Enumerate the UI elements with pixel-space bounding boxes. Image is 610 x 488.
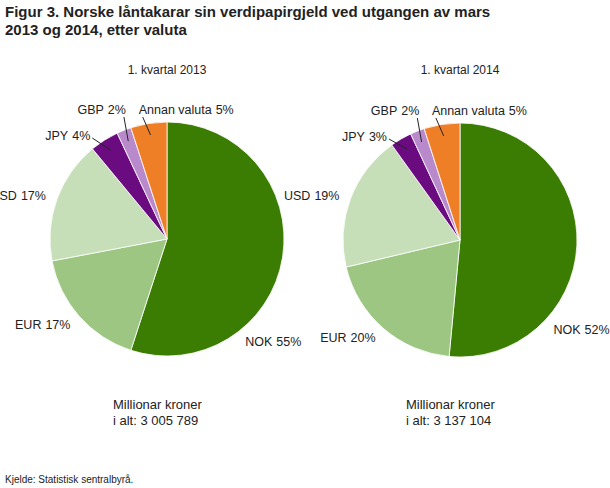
data-label-category: JPY: [342, 130, 366, 144]
data-label-value: 5%: [509, 104, 527, 118]
data-label: Annan valuta 5%: [432, 104, 527, 118]
leader-line: [417, 118, 421, 142]
pie-chart: 1. kvartal 2013 NOK55% EUR 17% USD 17% JPY4% GB…: [0, 63, 301, 428]
data-label-category: NOK: [245, 335, 273, 349]
data-label-value: 5%: [216, 103, 234, 117]
subtitle: 1. kvartal 2014: [421, 63, 500, 77]
data-label-category: Annan valuta: [432, 104, 505, 118]
slices: [343, 123, 577, 357]
data-label-category: USD: [0, 189, 17, 203]
data-labels: NOK 52% EUR 20% USD 19% JPY3% GBP 2% Annan valuta…: [284, 104, 610, 345]
data-label: USD 19%: [284, 189, 339, 203]
leader-line: [436, 118, 444, 136]
data-label-category: Annan valuta: [139, 103, 212, 117]
leader-line: [92, 138, 110, 150]
data-label: NOK 52%: [553, 323, 609, 337]
source: Kjelde: Statistisk sentralbyrå.: [5, 474, 133, 485]
data-label-value: 17%: [21, 189, 46, 203]
pie-slice: [131, 122, 167, 239]
data-label-category: GBP: [371, 104, 397, 118]
pie-slice: [424, 123, 460, 240]
data-label: JPY3%: [342, 130, 387, 144]
data-label-category: EUR: [320, 331, 346, 345]
data-label-value: 19%: [314, 189, 339, 203]
leader-line: [143, 117, 151, 135]
data-label: GBP 2%: [371, 104, 419, 118]
title: Figur 3. Norske låntakarar sin verdipapi…: [5, 3, 490, 38]
pie-chart: 1. kvartal 2014 NOK 52% EUR 20% USD 19% JPY3% GB…: [284, 63, 610, 428]
title-line: 2013 og 2014, etter valuta: [5, 21, 187, 38]
data-label-category: JPY: [45, 129, 69, 143]
annotation: Millionar kroner: [113, 397, 203, 412]
data-label-value: 52%: [585, 323, 610, 337]
data-label: EUR 20%: [320, 331, 375, 345]
data-label-value: 2%: [401, 104, 419, 118]
chart-root: Figur 3. Norske låntakarar sin verdipapi…: [0, 0, 610, 488]
data-label-value: 17%: [45, 318, 70, 332]
data-label-value: 20%: [351, 331, 376, 345]
data-label-category: USD: [284, 189, 310, 203]
subtitle: 1. kvartal 2013: [128, 63, 207, 77]
data-label-value: 55%: [276, 335, 301, 349]
data-label-category: GBP: [77, 103, 103, 117]
annotation: Millionar kroner: [406, 397, 496, 412]
slices: [50, 122, 284, 356]
data-label: USD 17%: [0, 189, 46, 203]
data-label-category: EUR: [15, 318, 41, 332]
data-labels: NOK55% EUR 17% USD 17% JPY4% GBP 2% Annan valuta…: [0, 103, 301, 349]
title-line: Figur 3. Norske låntakarar sin verdipapi…: [5, 3, 490, 20]
data-label: JPY4%: [45, 129, 90, 143]
annotation: i alt: 3 005 789: [113, 413, 198, 428]
data-label: Annan valuta 5%: [139, 103, 234, 117]
data-label: GBP 2%: [77, 103, 125, 117]
data-label-value: 4%: [72, 129, 90, 143]
data-label: NOK55%: [245, 335, 301, 349]
data-label-value: 2%: [108, 103, 126, 117]
leader-line: [389, 139, 407, 149]
data-label: EUR 17%: [15, 318, 70, 332]
data-label-value: 3%: [369, 130, 387, 144]
data-label-category: NOK: [553, 323, 581, 337]
leader-line: [124, 117, 128, 141]
annotation: i alt: 3 137 104: [406, 413, 491, 428]
